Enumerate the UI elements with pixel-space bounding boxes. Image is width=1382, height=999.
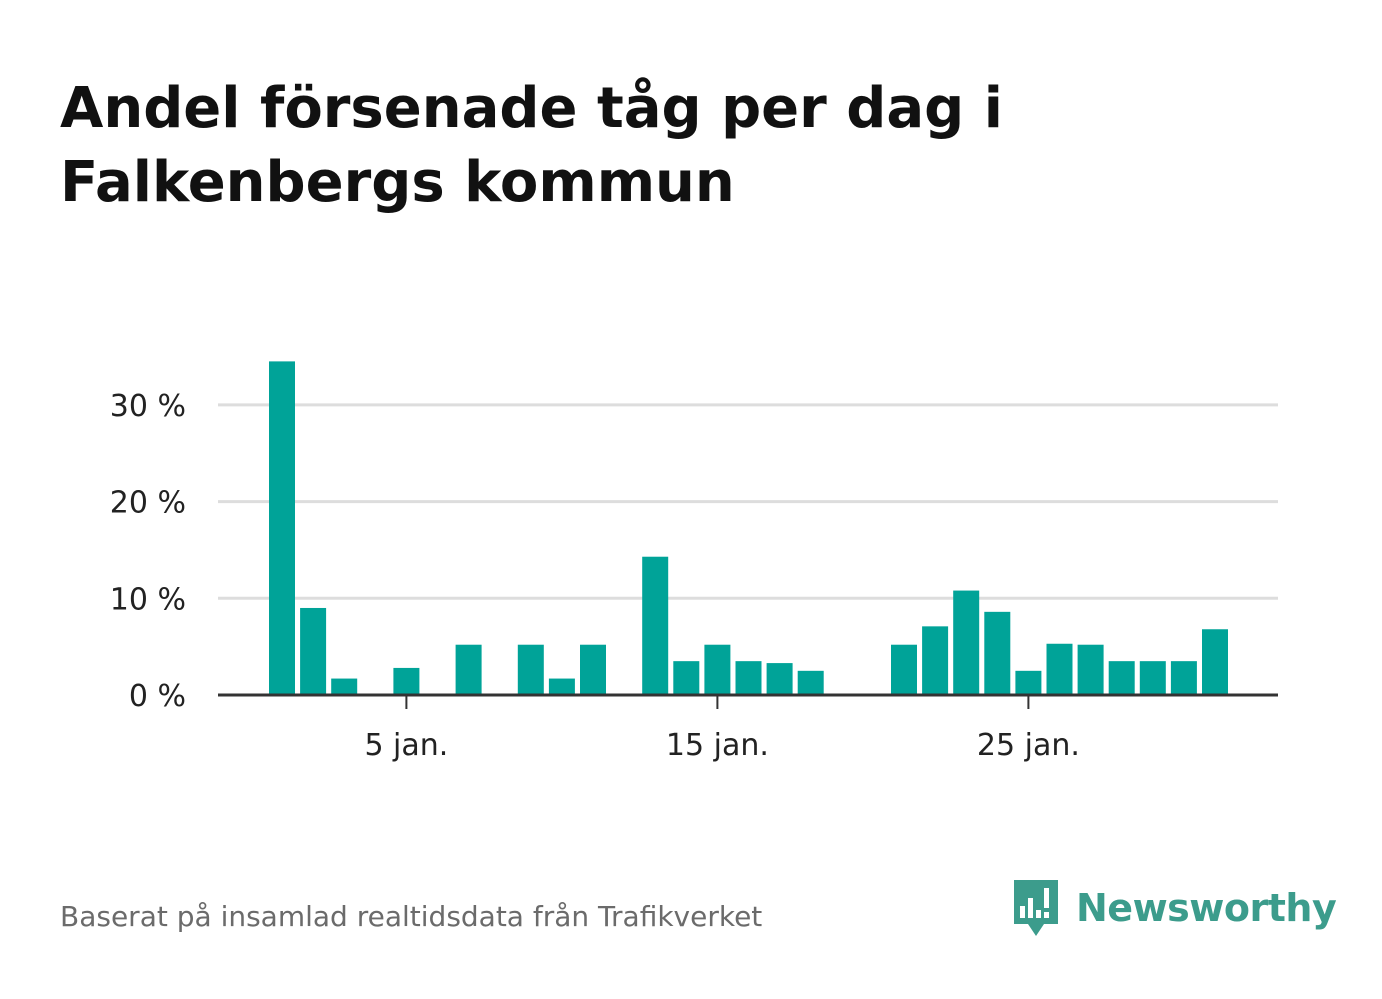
bar bbox=[1108, 661, 1135, 695]
x-tick-label: 25 jan. bbox=[977, 728, 1080, 763]
bar bbox=[735, 661, 762, 695]
bar bbox=[517, 644, 544, 695]
newsworthy-logo: Newsworthy bbox=[1010, 876, 1337, 940]
bar bbox=[704, 644, 731, 695]
bar bbox=[548, 678, 575, 695]
bar bbox=[300, 607, 327, 695]
source-note: Baserat på insamlad realtidsdata från Tr… bbox=[60, 900, 763, 933]
bar bbox=[1077, 644, 1104, 695]
bar bbox=[642, 556, 669, 695]
bar bbox=[393, 667, 420, 695]
bar bbox=[797, 670, 824, 695]
bar bbox=[891, 644, 917, 695]
newsworthy-logo-icon bbox=[1014, 880, 1058, 936]
chart-title: Andel försenade tåg per dag i Falkenberg… bbox=[60, 76, 1003, 215]
bar bbox=[673, 661, 700, 695]
x-tick-label: 15 jan. bbox=[666, 728, 769, 763]
y-tick-label: 20 % bbox=[110, 486, 186, 521]
bar bbox=[269, 361, 295, 695]
bar bbox=[1139, 661, 1166, 695]
bar bbox=[922, 626, 949, 695]
y-tick-label: 0 % bbox=[129, 679, 186, 714]
x-tick-label: 5 jan. bbox=[364, 728, 448, 763]
bar bbox=[766, 663, 793, 695]
bar bbox=[1046, 643, 1073, 695]
bar bbox=[1170, 661, 1197, 695]
bar bbox=[580, 644, 606, 695]
y-tick-label: 30 % bbox=[110, 389, 186, 424]
bar bbox=[953, 590, 980, 695]
bar bbox=[1202, 629, 1228, 695]
y-tick-label: 10 % bbox=[110, 582, 186, 617]
bar bbox=[984, 611, 1011, 695]
newsworthy-logo-text: Newsworthy bbox=[1076, 886, 1337, 930]
bar bbox=[331, 678, 358, 695]
bar bbox=[455, 644, 482, 695]
bar bbox=[1015, 670, 1042, 695]
